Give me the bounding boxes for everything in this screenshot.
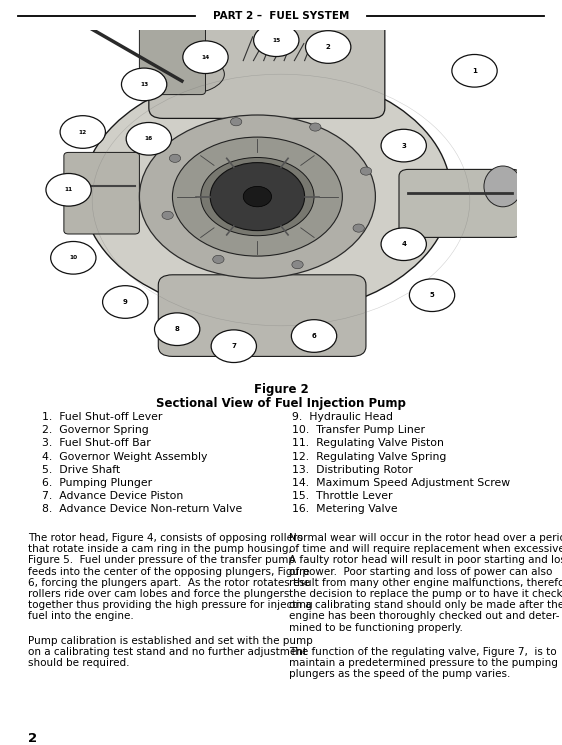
Text: 15.  Throttle Lever: 15. Throttle Lever — [292, 491, 392, 501]
Text: 2: 2 — [326, 44, 330, 50]
Circle shape — [211, 330, 256, 363]
Ellipse shape — [173, 137, 342, 256]
Circle shape — [126, 122, 171, 155]
Text: Sectional View of Fuel Injection Pump: Sectional View of Fuel Injection Pump — [156, 397, 406, 410]
Text: 11.  Regulating Valve Piston: 11. Regulating Valve Piston — [292, 438, 444, 448]
Text: 5: 5 — [430, 292, 434, 298]
Text: 7: 7 — [232, 343, 236, 349]
Text: that rotate inside a cam ring in the pump housing,: that rotate inside a cam ring in the pum… — [28, 544, 292, 554]
Text: Pump calibration is established and set with the pump: Pump calibration is established and set … — [28, 635, 312, 646]
Text: 7.  Advance Device Piston: 7. Advance Device Piston — [42, 491, 183, 501]
Text: 3.  Fuel Shut-off Bar: 3. Fuel Shut-off Bar — [42, 438, 151, 448]
Text: on a calibrating stand should only be made after the: on a calibrating stand should only be ma… — [289, 600, 562, 610]
Text: Normal wear will occur in the rotor head over a period: Normal wear will occur in the rotor head… — [289, 533, 562, 543]
Circle shape — [183, 41, 228, 74]
Text: 13.  Distributing Rotor: 13. Distributing Rotor — [292, 465, 413, 475]
Circle shape — [353, 224, 364, 232]
Text: engine has been thoroughly checked out and deter-: engine has been thoroughly checked out a… — [289, 612, 560, 621]
Text: 9.  Hydraulic Head: 9. Hydraulic Head — [292, 412, 393, 422]
FancyBboxPatch shape — [158, 275, 366, 356]
Text: The rotor head, Figure 4, consists of opposing rollers: The rotor head, Figure 4, consists of op… — [28, 533, 303, 543]
Text: 14.  Maximum Speed Adjustment Screw: 14. Maximum Speed Adjustment Screw — [292, 478, 510, 488]
Text: 8: 8 — [175, 326, 180, 332]
Text: maintain a predetermined pressure to the pumping: maintain a predetermined pressure to the… — [289, 658, 558, 668]
Ellipse shape — [484, 166, 522, 207]
Circle shape — [60, 115, 106, 148]
Text: Figure 2: Figure 2 — [253, 383, 309, 396]
Text: 8.  Advance Device Non-return Valve: 8. Advance Device Non-return Valve — [42, 504, 242, 514]
Circle shape — [291, 320, 337, 352]
Circle shape — [210, 162, 305, 231]
Circle shape — [103, 285, 148, 318]
Text: 3: 3 — [401, 142, 406, 148]
Text: 5.  Drive Shaft: 5. Drive Shaft — [42, 465, 120, 475]
Text: on a calibrating test stand and no further adjustment: on a calibrating test stand and no furth… — [28, 647, 307, 657]
Circle shape — [310, 123, 321, 131]
Text: plungers as the speed of the pump varies.: plungers as the speed of the pump varies… — [289, 669, 510, 679]
Text: of time and will require replacement when excessive.: of time and will require replacement whe… — [289, 544, 562, 554]
Text: A faulty rotor head will result in poor starting and loss: A faulty rotor head will result in poor … — [289, 556, 562, 565]
Circle shape — [306, 31, 351, 63]
Text: rollers ride over cam lobes and force the plungers: rollers ride over cam lobes and force th… — [28, 589, 289, 599]
Circle shape — [169, 154, 180, 162]
Text: 16: 16 — [145, 136, 153, 142]
Ellipse shape — [139, 54, 224, 95]
Text: 12: 12 — [79, 130, 87, 135]
Circle shape — [162, 212, 173, 219]
Text: 11: 11 — [65, 187, 72, 192]
Ellipse shape — [201, 157, 314, 235]
Text: should be required.: should be required. — [28, 658, 129, 668]
Text: 1: 1 — [472, 68, 477, 74]
FancyBboxPatch shape — [64, 153, 139, 234]
Circle shape — [381, 130, 427, 162]
Text: 16.  Metering Valve: 16. Metering Valve — [292, 504, 398, 514]
Text: The function of the regulating valve, Figure 7,  is to: The function of the regulating valve, Fi… — [289, 647, 556, 657]
Text: 4.  Governor Weight Assembly: 4. Governor Weight Assembly — [42, 451, 207, 462]
Circle shape — [243, 186, 271, 207]
Text: 6: 6 — [312, 333, 316, 339]
Text: 6.  Pumping Plunger: 6. Pumping Plunger — [42, 478, 152, 488]
Text: Figure 5.  Fuel under pressure of the transfer pump: Figure 5. Fuel under pressure of the tra… — [28, 556, 295, 565]
Text: 9: 9 — [123, 299, 128, 305]
Circle shape — [51, 241, 96, 274]
Text: together thus providing the high pressure for injecting: together thus providing the high pressur… — [28, 600, 312, 610]
FancyBboxPatch shape — [139, 27, 206, 95]
Text: 15: 15 — [272, 38, 280, 42]
FancyBboxPatch shape — [149, 13, 385, 118]
Text: 10.  Transfer Pump Liner: 10. Transfer Pump Liner — [292, 425, 425, 435]
Text: 13: 13 — [140, 82, 148, 87]
Circle shape — [213, 256, 224, 264]
Text: mined to be functioning properly.: mined to be functioning properly. — [289, 623, 463, 633]
Text: PART 2 –  FUEL SYSTEM: PART 2 – FUEL SYSTEM — [213, 11, 349, 21]
Circle shape — [292, 261, 303, 269]
Text: of power.  Poor starting and loss of power can also: of power. Poor starting and loss of powe… — [289, 567, 552, 577]
Text: 1.  Fuel Shut-off Lever: 1. Fuel Shut-off Lever — [42, 412, 162, 422]
Text: 14: 14 — [201, 54, 210, 60]
Text: the decision to replace the pump or to have it checked: the decision to replace the pump or to h… — [289, 589, 562, 599]
Text: 2.  Governor Spring: 2. Governor Spring — [42, 425, 149, 435]
Ellipse shape — [139, 115, 375, 278]
Text: fuel into the engine.: fuel into the engine. — [28, 612, 134, 621]
Text: 6, forcing the plungers apart.  As the rotor rotates the: 6, forcing the plungers apart. As the ro… — [28, 578, 310, 588]
Circle shape — [230, 118, 242, 126]
Circle shape — [381, 228, 427, 261]
Circle shape — [155, 313, 200, 346]
Text: 12.  Regulating Valve Spring: 12. Regulating Valve Spring — [292, 451, 446, 462]
Text: 4: 4 — [401, 241, 406, 247]
Circle shape — [46, 174, 91, 206]
FancyBboxPatch shape — [399, 169, 522, 238]
Circle shape — [452, 54, 497, 87]
Text: feeds into the center of the opposing plungers, Figure: feeds into the center of the opposing pl… — [28, 567, 310, 577]
Circle shape — [121, 68, 167, 101]
Circle shape — [360, 167, 371, 175]
Circle shape — [253, 24, 299, 57]
Text: 2: 2 — [28, 732, 37, 745]
Ellipse shape — [83, 71, 451, 316]
Circle shape — [409, 279, 455, 311]
Text: 10: 10 — [69, 256, 78, 260]
Text: result from many other engine malfunctions, therefore: result from many other engine malfunctio… — [289, 578, 562, 588]
